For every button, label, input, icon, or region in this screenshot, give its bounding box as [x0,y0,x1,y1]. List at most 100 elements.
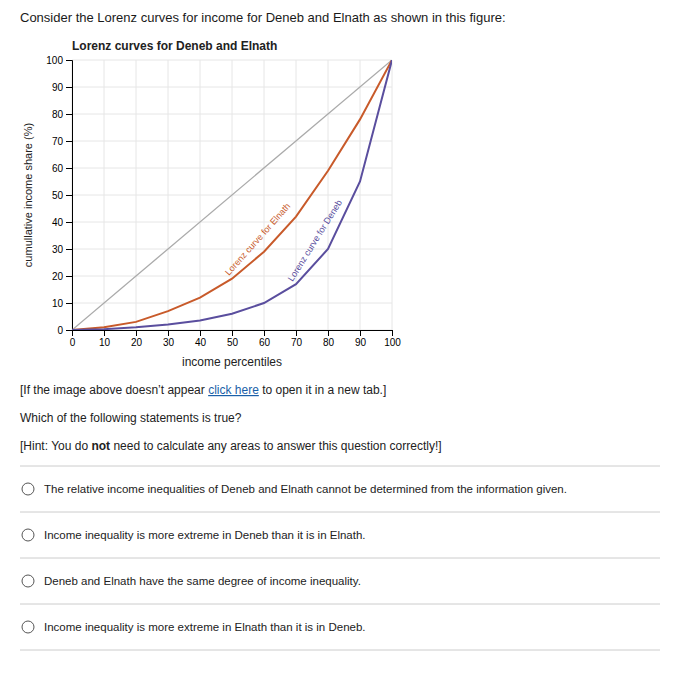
tick-mark [168,330,169,336]
axis-line [66,61,73,331]
tick-label: 50 [227,337,239,348]
tick-label: 20 [52,271,64,282]
tick-mark [66,141,72,142]
tick: 100 [384,330,401,348]
tick-mark [200,330,201,336]
tick-label: 100 [46,55,63,66]
tick: 100 [46,55,72,66]
hint: [Hint: You do not need to calculate any … [20,439,442,453]
y-axis-label: cumullative income share (%) [22,123,34,267]
tick-label: 90 [52,82,64,93]
heading: Consider the Lorenz curves for income fo… [20,10,506,25]
tick: 90 [52,82,72,93]
radio[interactable] [22,575,34,587]
tick: 10 [99,330,111,348]
separator [20,558,660,559]
tick: 70 [291,330,303,348]
tick-label: 60 [259,337,271,348]
tick-label: 0 [57,325,63,336]
axis-line [73,331,393,337]
hint-emphasis: not [91,439,110,453]
tick-label: 40 [195,337,207,348]
grid-line [72,222,392,223]
tick-label: 30 [163,337,175,348]
y-axis: 0102030405060708090100 [46,55,72,336]
radio[interactable] [22,621,34,633]
tick-label: 70 [52,136,64,147]
tick: 40 [195,330,207,348]
options: The relative income inequalities of Dene… [20,466,660,650]
notice-text: to open it in a new tab.] [259,383,386,397]
separator [20,466,660,467]
tick-mark [66,195,72,196]
tick: 10 [52,298,72,309]
option[interactable]: Income inequality is more extreme in Eln… [44,621,366,633]
separator [20,650,660,651]
tick-label: 90 [355,337,367,348]
tick-mark [66,330,72,331]
tick-mark [104,330,105,336]
option[interactable]: The relative income inequalities of Dene… [44,483,567,495]
tick: 50 [52,190,72,201]
tick-mark [66,168,72,169]
tick: 0 [70,330,76,348]
tick-mark [264,330,265,336]
option[interactable]: Income inequality is more extreme in Den… [44,529,366,541]
grid [72,60,392,330]
tick: 70 [52,136,72,147]
tick: 30 [163,330,175,348]
tick-mark [232,330,233,336]
tick-label: 70 [291,337,303,348]
x-axis-label: income percentiles [182,355,282,369]
tick-label: 10 [52,298,64,309]
tick: 20 [131,330,143,348]
tick: 60 [259,330,271,348]
tick-mark [66,87,72,88]
grid-line [72,168,392,169]
tick-label: 20 [131,337,143,348]
chart-title: Lorenz curves for Deneb and Elnath [72,39,277,53]
link[interactable]: click here [208,383,259,397]
tick-mark [66,303,72,304]
x-axis: 0 10 20 30 40 50 60 70 80 90 100 [70,330,402,348]
radio[interactable] [22,483,34,495]
tick-label: 0 [70,337,76,348]
tick: 0 [57,325,72,336]
separator [20,604,660,605]
tick-mark [66,222,72,223]
tick-mark [66,249,72,250]
separator [20,512,660,513]
line-labels: Lorenz curve for ElnathLorenz curve for … [223,198,344,283]
tick-mark [136,330,137,336]
tick: 30 [52,244,72,255]
grid-line [72,60,392,61]
grid-line [72,87,392,88]
tick: 90 [355,330,367,348]
prompt: Which of the following statements is tru… [20,411,242,425]
notice-text: [If the image above doesn’t appear [20,383,208,397]
equality-line [72,60,392,330]
tick-label: 60 [52,163,64,174]
tick-mark [392,330,393,336]
lorenz-curve [72,60,392,330]
tick: 80 [323,330,335,348]
tick-label: 50 [52,190,64,201]
tick: 20 [52,271,72,282]
radio[interactable] [22,529,34,541]
tick-mark [66,276,72,277]
tick-label: 40 [52,217,64,228]
tick-mark [66,114,72,115]
tick-label: 30 [52,244,64,255]
tick-mark [328,330,329,336]
tick-mark [66,60,72,61]
grid-line [72,303,392,304]
line-label: Lorenz curve for Deneb [286,198,344,283]
option[interactable]: Deneb and Elnath have the same degree of… [44,575,361,587]
page: Consider the Lorenz curves for income fo… [0,0,680,678]
tick-label: 10 [99,337,111,348]
plot-area [72,60,392,330]
grid-line [72,141,392,142]
tick-label: 100 [384,337,401,348]
hint-text: need to calculate any areas to answer th… [110,439,442,453]
tick-label: 80 [323,337,335,348]
